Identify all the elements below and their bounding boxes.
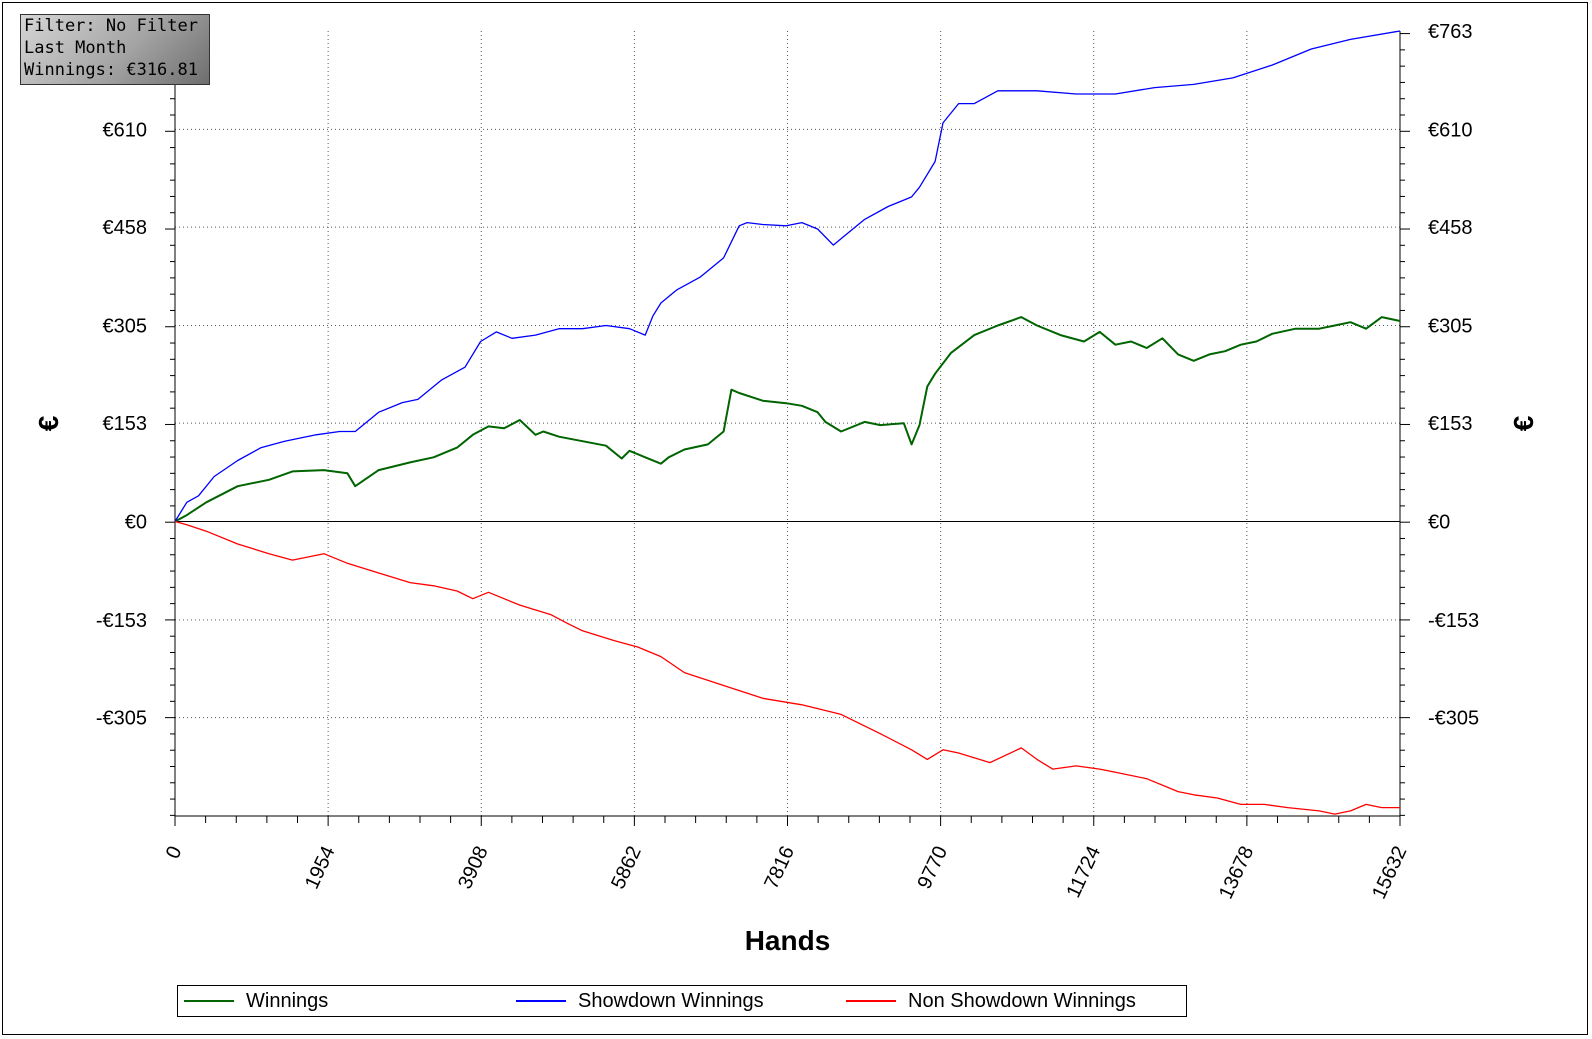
x-tick-label: 3908: [454, 843, 493, 893]
chart-legend: Winnings Showdown Winnings Non Showdown …: [177, 985, 1187, 1017]
filter-label: Filter: No Filter: [24, 16, 198, 36]
x-tick-label: 1954: [301, 843, 340, 893]
x-axis-title: Hands: [745, 925, 831, 956]
x-tick-label: 11724: [1062, 843, 1105, 901]
legend-item-non-showdown: Non Showdown Winnings: [846, 986, 1136, 1016]
legend-label-winnings: Winnings: [246, 989, 329, 1012]
y-tick-label-left: -€305: [96, 708, 147, 730]
y-tick-label-right: €153: [1428, 413, 1473, 435]
x-tick-label: 7816: [760, 843, 799, 893]
x-tick-label: 15632: [1368, 843, 1411, 903]
info-box: Filter: No Filter Last Month Winnings: €…: [20, 14, 210, 85]
x-tick-label: 5862: [607, 843, 646, 893]
y-tick-label-left: €610: [103, 119, 148, 141]
y-tick-label-right: €305: [1428, 315, 1473, 337]
y-tick-label-left: €0: [125, 512, 147, 534]
y-axis-title-right: €: [1508, 415, 1539, 431]
series-line-winnings: [174, 316, 1401, 523]
x-tick-label: 13678: [1215, 843, 1258, 903]
legend-item-winnings: Winnings: [184, 986, 328, 1016]
y-tick-label-right: €763: [1428, 21, 1473, 43]
grid-layer: [175, 31, 1401, 816]
y-axis-title-left: €: [33, 415, 64, 431]
x-tick-label: 9770: [913, 843, 952, 893]
y-tick-label-right: €0: [1428, 512, 1450, 534]
legend-swatch-winnings: [184, 1000, 234, 1002]
y-tick-label-right: €610: [1428, 119, 1473, 141]
period-label: Last Month: [24, 38, 127, 58]
y-tick-label-left: -€153: [96, 610, 147, 632]
legend-label-non-showdown: Non Showdown Winnings: [908, 989, 1136, 1012]
y-tick-label-left: €305: [103, 315, 148, 337]
y-tick-label-left: €153: [103, 413, 148, 435]
series-line-non-showdown-winnings: [174, 520, 1400, 815]
axes-layer: [165, 31, 1410, 826]
legend-label-showdown: Showdown Winnings: [578, 989, 764, 1012]
series-layer: [174, 30, 1401, 815]
y-tick-label-right: -€305: [1428, 708, 1479, 730]
winnings-label: Winnings: €316.81: [24, 60, 198, 80]
legend-swatch-non-showdown: [846, 1000, 896, 1002]
y-tick-label-right: -€153: [1428, 610, 1479, 632]
y-tick-label-left: €458: [103, 217, 148, 239]
chart-canvas: -€305 -€305 -€153 -€153 €0 €0 €153 €153 €305 €305…: [33, 21, 1539, 956]
series-line-showdown-winnings: [174, 30, 1401, 522]
legend-swatch-showdown: [516, 1000, 566, 1002]
legend-item-showdown: Showdown Winnings: [516, 986, 764, 1016]
y-tick-label-right: €458: [1428, 217, 1473, 239]
x-tick-label: 0: [162, 843, 187, 862]
